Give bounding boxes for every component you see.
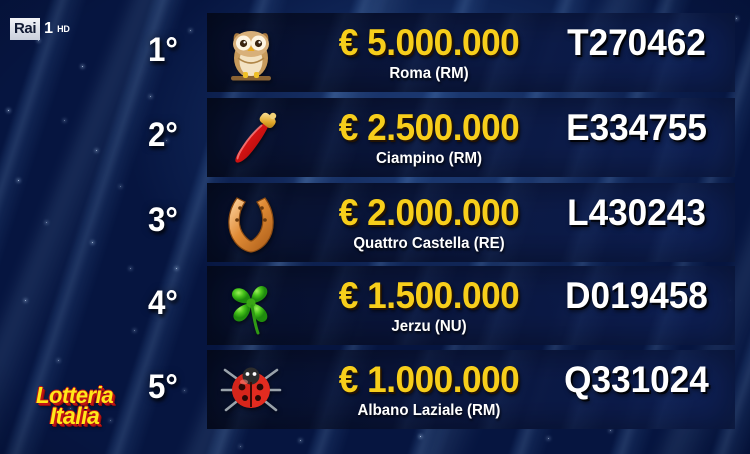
winning-ticket-code: D019458 <box>549 271 725 321</box>
prize-row: € 1.500.000 D019458 Jerzu (NU) <box>207 266 735 345</box>
prize-rank-1: 1° <box>148 33 200 67</box>
winner-city: Quattro Castella (RE) <box>279 235 580 253</box>
winner-city: Jerzu (NU) <box>279 318 580 336</box>
prize-rank-5: 5° <box>148 370 200 404</box>
rai-hd-badge: HD <box>57 25 70 34</box>
prize-amount: € 2.500.000 <box>277 103 581 153</box>
prize-amount: € 5.000.000 <box>277 18 581 68</box>
winning-ticket-code: T270462 <box>549 18 725 68</box>
winning-ticket-code: L430243 <box>549 188 725 238</box>
winner-city: Albano Laziale (RM) <box>279 402 580 420</box>
prize-amount: € 1.500.000 <box>277 271 581 321</box>
prize-rank-2: 2° <box>148 118 200 152</box>
lotteria-italia-logo: Lotteria Italia <box>36 385 113 428</box>
winner-city: Roma (RM) <box>279 65 580 83</box>
prize-rank-3: 3° <box>148 203 200 237</box>
prize-amount: € 2.000.000 <box>277 188 581 238</box>
rai-channel-number: 1 <box>44 21 53 37</box>
winning-ticket-code: Q331024 <box>549 355 725 405</box>
rai-wordmark: Rai <box>10 18 40 40</box>
winning-ticket-code: E334755 <box>549 103 725 153</box>
broadcast-graphic-stage: Rai 1 HD € 5.000.000 T2704 <box>0 0 750 454</box>
lotteria-logo-line2: Italia <box>36 406 113 428</box>
rai-channel-logo: Rai 1 HD <box>10 18 70 40</box>
prize-rank-4: 4° <box>148 286 200 320</box>
winner-city: Ciampino (RM) <box>279 150 580 168</box>
prize-row: € 5.000.000 T270462 Roma (RM) <box>207 13 735 92</box>
prize-row: € 1.000.000 Q331024 Albano Laziale (RM) <box>207 350 735 429</box>
prize-row: € 2.000.000 L430243 Quattro Castella (RE) <box>207 183 735 262</box>
prize-amount: € 1.000.000 <box>277 355 581 405</box>
prize-row: € 2.500.000 E334755 Ciampino (RM) <box>207 98 735 177</box>
